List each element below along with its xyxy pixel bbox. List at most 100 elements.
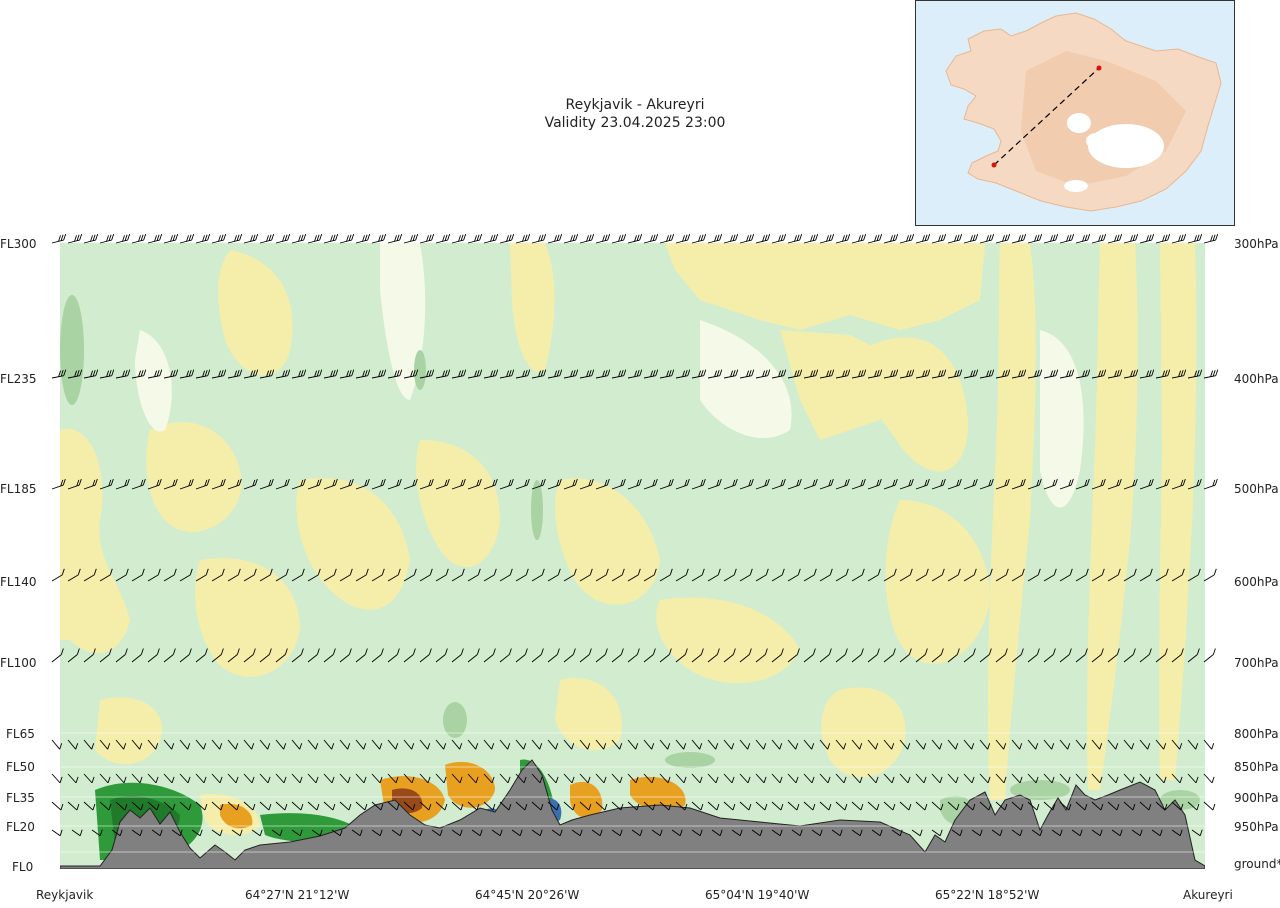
wind-barb — [563, 484, 576, 490]
wind-barb — [819, 773, 829, 784]
wind-barb-flag — [58, 235, 61, 242]
wind-barb-flag — [796, 234, 800, 241]
wind-barb-flag — [652, 803, 656, 811]
wind-barb-flag — [63, 233, 67, 241]
wind-barb — [899, 773, 909, 784]
wind-barb-flag — [588, 803, 592, 811]
wind-barb — [371, 773, 381, 784]
wind-barb — [483, 239, 496, 244]
wind-barb — [1171, 375, 1184, 379]
wind-barb-flag — [1211, 776, 1215, 784]
wind-barb-flag — [158, 478, 162, 486]
wind-barb-flag — [268, 234, 272, 241]
wind-barb-flag — [332, 803, 336, 811]
wind-barb — [915, 739, 925, 750]
wind-barb — [311, 829, 321, 837]
wind-barb-flag — [635, 776, 639, 784]
wind-barb — [1011, 739, 1021, 750]
wind-barb-flag — [221, 568, 225, 575]
wind-barb-flag — [170, 235, 173, 242]
wind-barb-flag — [1148, 479, 1152, 487]
wind-barb — [323, 773, 333, 784]
wind-barb-flag — [139, 829, 143, 836]
wind-barb-flag — [499, 829, 503, 836]
wind-barb — [227, 484, 240, 490]
wind-barb-flag — [1039, 829, 1043, 836]
wind-barb — [467, 375, 480, 379]
wind-barb — [391, 829, 401, 837]
wind-barb-flag — [1116, 648, 1120, 655]
wind-barb-flag — [219, 829, 223, 836]
wind-barb-flag — [76, 648, 80, 655]
wind-barb-flag — [1195, 743, 1199, 750]
wind-barb — [67, 801, 78, 811]
wind-barb-flag — [78, 478, 82, 486]
wind-barb-flag — [396, 370, 400, 377]
wind-barb — [611, 484, 624, 490]
wind-barb — [771, 773, 781, 784]
wind-barb — [675, 574, 687, 582]
wind-barb-flag — [348, 234, 352, 241]
wind-barb — [947, 773, 957, 784]
wind-barb — [371, 654, 382, 663]
wind-barb-flag — [843, 776, 847, 784]
wind-barb-flag — [399, 233, 403, 241]
wind-barb-flag — [92, 648, 96, 655]
wind-barb — [723, 654, 734, 663]
wind-barb — [131, 739, 141, 750]
wind-barb-flag — [479, 233, 483, 241]
wind-barb — [291, 484, 304, 490]
wind-barb-flag — [172, 648, 176, 655]
wind-barb-flag — [439, 829, 443, 836]
wind-barb — [355, 801, 366, 811]
wind-barb-flag — [431, 233, 435, 241]
wind-barb-flag — [362, 370, 366, 377]
wind-barb — [1075, 484, 1088, 490]
wind-barb-flag — [764, 479, 768, 487]
wind-barb-flag — [379, 743, 383, 750]
wind-barb-flag — [156, 234, 160, 241]
wind-barb-flag — [618, 235, 621, 242]
wind-barb-flag — [123, 776, 127, 784]
wind-barb-flag — [780, 370, 784, 377]
fl-label-100: FL100 — [0, 656, 37, 670]
wind-barb-flag — [92, 803, 96, 811]
wind-barb — [835, 375, 848, 379]
wind-barb — [1011, 801, 1022, 811]
wind-barb-flag — [1179, 776, 1183, 784]
wind-barb — [819, 484, 832, 490]
fl-label-185: FL185 — [0, 482, 37, 496]
wind-barb — [67, 739, 77, 750]
wind-barb-flag — [986, 370, 990, 377]
wind-barb-flag — [638, 478, 642, 486]
wind-barb-flag — [1084, 234, 1088, 241]
wind-barb-flag — [220, 370, 224, 377]
wind-barb-flag — [1132, 803, 1136, 811]
wind-barb — [51, 574, 63, 582]
wind-barb-flag — [1018, 370, 1022, 377]
wind-barb-flag — [878, 478, 882, 486]
wind-barb — [1123, 375, 1136, 379]
wind-barb — [467, 773, 477, 784]
wind-barb — [739, 239, 752, 244]
wind-barb-flag — [1135, 233, 1139, 241]
wind-barb-flag — [123, 743, 127, 750]
wind-barb — [115, 484, 128, 490]
wind-barb-flag — [319, 369, 323, 376]
wind-barb-flag — [1132, 479, 1136, 487]
wind-barb — [819, 574, 831, 582]
wind-barb — [563, 773, 573, 784]
wind-barb-flag — [287, 233, 291, 241]
wind-barb-flag — [363, 743, 367, 750]
wind-barb — [691, 654, 702, 663]
wind-barb-flag — [172, 803, 176, 811]
wind-barb — [83, 739, 93, 750]
wind-barb-flag — [174, 478, 178, 486]
wind-barb-flag — [188, 479, 192, 487]
wind-barb-flag — [894, 478, 898, 486]
wind-barb — [595, 654, 606, 663]
wind-barb — [547, 654, 558, 663]
wind-barb — [83, 375, 96, 379]
wind-barb — [515, 654, 526, 663]
wind-barb-flag — [60, 479, 64, 487]
